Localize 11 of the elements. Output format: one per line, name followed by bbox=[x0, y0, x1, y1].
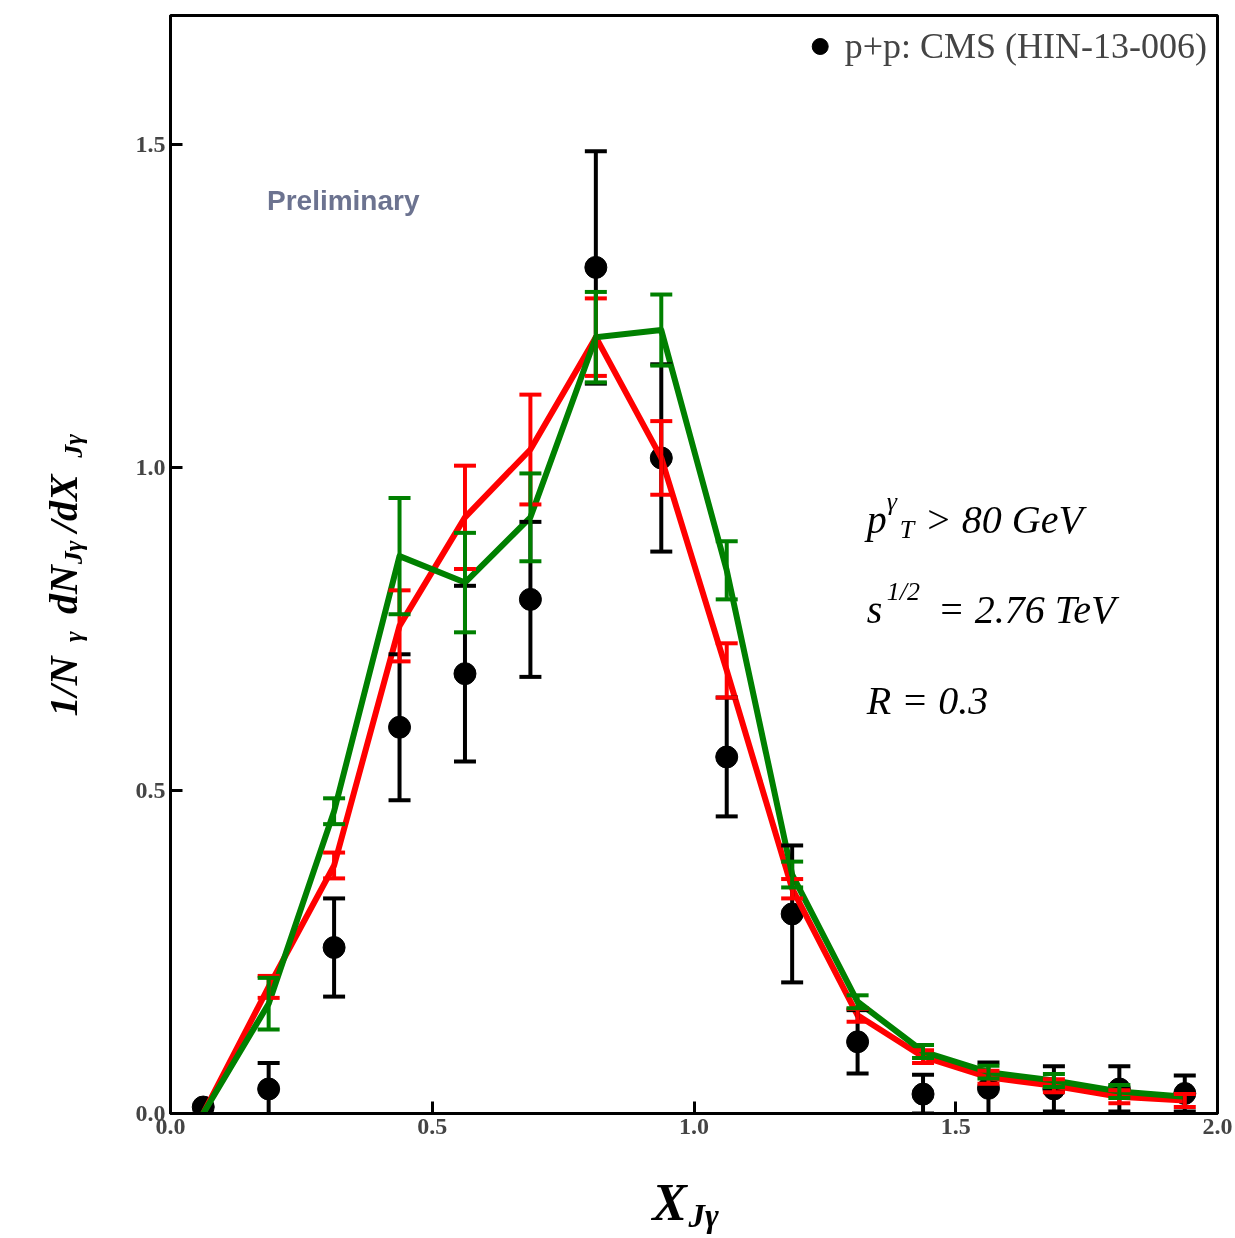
y-tick-label: 1.0 bbox=[135, 454, 166, 481]
y-axis-title: 1/Nγ dNJγ/dXJγ bbox=[41, 433, 88, 717]
annotation: R = 0.3 bbox=[865, 677, 989, 723]
y-tick-label: 0.5 bbox=[135, 777, 166, 804]
annotation: Preliminary bbox=[266, 184, 420, 216]
x-tick-label: 0.5 bbox=[417, 1112, 448, 1139]
x-tick-label: 1.0 bbox=[679, 1112, 709, 1139]
y-tick-label: 1.5 bbox=[135, 131, 166, 158]
x-tick-label: 2.0 bbox=[1202, 1112, 1233, 1139]
legend-label: p+p: CMS (HIN-13-006) bbox=[844, 25, 1207, 67]
x-tick-label: 1.5 bbox=[940, 1112, 971, 1139]
